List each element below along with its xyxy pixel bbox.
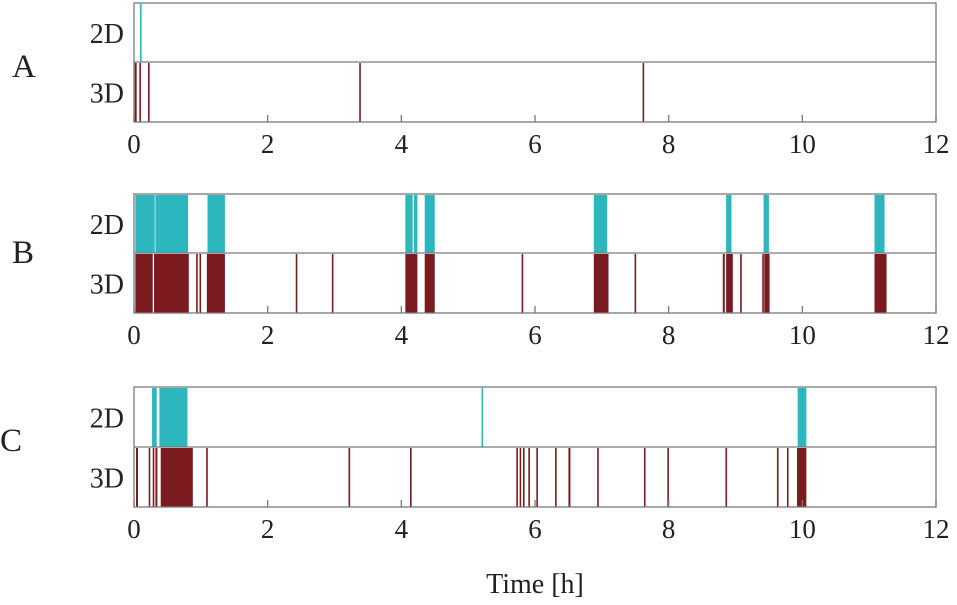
event-bar-c-3d-5 bbox=[206, 448, 208, 507]
x-tick-label-a-10: 10 bbox=[789, 129, 816, 159]
event-bar-c-3d-18 bbox=[725, 448, 728, 507]
event-bar-a-3d-3 bbox=[359, 63, 361, 122]
event-bar-c-3d-17 bbox=[667, 448, 669, 507]
event-bar-b-2d-1 bbox=[155, 195, 189, 253]
x-tick-label-c-8: 8 bbox=[662, 514, 676, 544]
event-bar-c-3d-14 bbox=[568, 448, 571, 507]
x-tick-label-b-4: 4 bbox=[395, 320, 409, 350]
event-bar-c-2d-0 bbox=[152, 388, 157, 447]
x-tick-label-b-6: 6 bbox=[528, 320, 542, 350]
event-bar-a-3d-0 bbox=[134, 63, 137, 122]
event-bar-c-2d-2 bbox=[481, 388, 484, 447]
event-bar-b-3d-5 bbox=[295, 254, 298, 313]
event-bar-a-2d-0 bbox=[140, 4, 142, 62]
row-label-c-3d: 3D bbox=[90, 463, 124, 494]
event-bar-c-3d-6 bbox=[348, 448, 351, 507]
row-label-a-2d: 2D bbox=[90, 19, 124, 50]
event-bar-b-2d-0 bbox=[135, 195, 155, 253]
x-tick-label-c-10: 10 bbox=[789, 514, 816, 544]
event-bar-c-3d-15 bbox=[597, 448, 599, 507]
event-bar-b-3d-1 bbox=[154, 254, 189, 313]
event-bar-c-3d-20 bbox=[786, 448, 789, 507]
event-bar-b-2d-4 bbox=[414, 195, 418, 253]
panel-letter-b: B bbox=[12, 235, 34, 271]
x-tick-label-b-0: 0 bbox=[127, 320, 141, 350]
event-bar-b-3d-14 bbox=[740, 254, 742, 313]
event-bar-b-3d-13 bbox=[726, 254, 733, 313]
event-bar-b-2d-7 bbox=[726, 195, 732, 253]
x-tick-label-b-2: 2 bbox=[261, 320, 275, 350]
event-bar-c-2d-1 bbox=[159, 388, 188, 447]
event-bar-b-3d-3 bbox=[199, 254, 202, 313]
x-tick-label-b-12: 12 bbox=[923, 320, 950, 350]
x-tick-label-c-6: 6 bbox=[528, 514, 542, 544]
x-tick-label-c-2: 2 bbox=[261, 514, 275, 544]
x-tick-label-c-4: 4 bbox=[395, 514, 409, 544]
x-tick-label-a-4: 4 bbox=[395, 129, 409, 159]
event-bar-c-3d-11 bbox=[528, 448, 530, 507]
event-bar-c-3d-1 bbox=[148, 448, 151, 507]
event-bar-b-3d-4 bbox=[206, 254, 225, 313]
x-tick-label-a-12: 12 bbox=[923, 129, 950, 159]
event-bar-b-3d-12 bbox=[722, 254, 725, 313]
panel-letter-c: C bbox=[0, 423, 22, 459]
x-tick-label-a-6: 6 bbox=[528, 129, 542, 159]
x-tick-label-a-8: 8 bbox=[662, 129, 676, 159]
event-bar-c-2d-3 bbox=[797, 388, 807, 447]
event-bar-c-3d-3 bbox=[155, 448, 158, 507]
event-bar-a-3d-4 bbox=[642, 63, 645, 122]
event-bar-b-3d-8 bbox=[424, 254, 435, 313]
event-bar-b-3d-16 bbox=[764, 254, 770, 313]
x-tick-label-a-2: 2 bbox=[261, 129, 275, 159]
event-bar-b-2d-5 bbox=[424, 195, 435, 253]
event-bar-c-3d-12 bbox=[536, 448, 538, 507]
event-bar-c-3d-19 bbox=[776, 448, 779, 507]
event-bar-b-3d-7 bbox=[405, 254, 418, 313]
event-bar-b-2d-9 bbox=[874, 195, 885, 253]
event-bar-c-3d-7 bbox=[410, 448, 412, 507]
row-label-b-3d: 3D bbox=[90, 269, 124, 300]
x-tick-label-b-8: 8 bbox=[662, 320, 676, 350]
x-tick-label-b-10: 10 bbox=[789, 320, 816, 350]
panel-letter-a: A bbox=[12, 49, 36, 85]
event-bar-b-3d-10 bbox=[593, 254, 609, 313]
event-bar-b-2d-6 bbox=[593, 195, 608, 253]
event-bar-b-2d-3 bbox=[405, 195, 413, 253]
x-axis-title: Time [h] bbox=[486, 569, 584, 600]
event-bar-c-3d-16 bbox=[643, 448, 646, 507]
event-bar-c-3d-2 bbox=[152, 448, 155, 507]
x-tick-label-a-0: 0 bbox=[127, 129, 141, 159]
event-bar-b-2d-8 bbox=[763, 195, 769, 253]
event-bar-b-3d-2 bbox=[196, 254, 198, 313]
event-bar-b-2d-2 bbox=[207, 195, 225, 253]
event-bar-c-3d-4 bbox=[160, 448, 193, 507]
event-bar-b-3d-6 bbox=[331, 254, 334, 313]
event-bar-c-3d-8 bbox=[516, 448, 518, 507]
event-bar-b-3d-0 bbox=[135, 254, 153, 313]
event-bar-c-3d-13 bbox=[555, 448, 557, 507]
event-bar-c-3d-0 bbox=[136, 448, 138, 507]
event-bar-c-3d-9 bbox=[519, 448, 522, 507]
row-label-c-2d: 2D bbox=[90, 403, 124, 434]
event-bar-a-3d-2 bbox=[148, 63, 150, 122]
event-bar-c-3d-21 bbox=[796, 448, 807, 507]
event-bar-c-3d-10 bbox=[522, 448, 525, 507]
event-bar-b-3d-15 bbox=[762, 254, 764, 313]
event-bar-b-3d-11 bbox=[634, 254, 637, 313]
event-bar-b-3d-9 bbox=[521, 254, 524, 313]
x-tick-label-c-12: 12 bbox=[923, 514, 950, 544]
event-bar-b-3d-17 bbox=[874, 254, 887, 313]
row-label-b-2d: 2D bbox=[90, 210, 124, 241]
x-tick-label-c-0: 0 bbox=[127, 514, 141, 544]
row-label-a-3d: 3D bbox=[90, 78, 124, 109]
event-bar-a-3d-1 bbox=[139, 63, 141, 122]
